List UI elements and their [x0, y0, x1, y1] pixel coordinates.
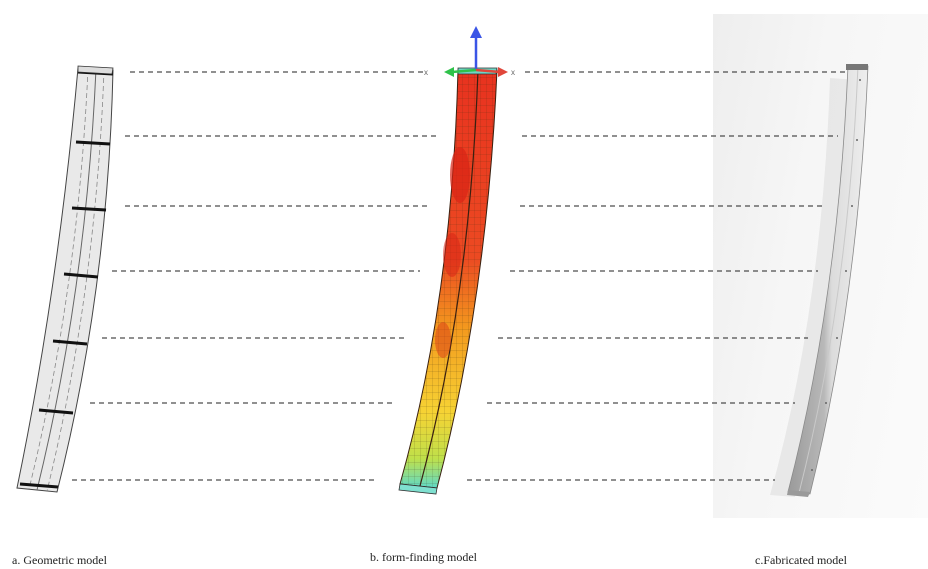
- fabricated-model: [770, 64, 869, 497]
- caption-geometric-model: a. Geometric model: [12, 553, 107, 567]
- fabricated-rivets: [811, 79, 861, 471]
- form-finding-model: x x: [398, 26, 515, 495]
- guide-lines: [72, 71, 845, 481]
- axis-z-arrow-icon: [470, 26, 482, 38]
- caption-fabricated-model: c.Fabricated model: [755, 553, 847, 567]
- caption-form-finding-model: b. form-finding model: [370, 550, 477, 564]
- axis-x-label: x: [511, 68, 515, 77]
- form-finding-base: [398, 483, 438, 495]
- transform-gizmo: x x: [424, 26, 515, 77]
- geometric-column-body: [16, 67, 114, 493]
- fabricated-column-body: [787, 65, 869, 495]
- axis-x-arrow-icon: [498, 67, 508, 77]
- geometric-model: [16, 65, 114, 493]
- axis-x-label-left: x: [424, 68, 428, 77]
- axis-y-arrow-icon: [444, 67, 454, 77]
